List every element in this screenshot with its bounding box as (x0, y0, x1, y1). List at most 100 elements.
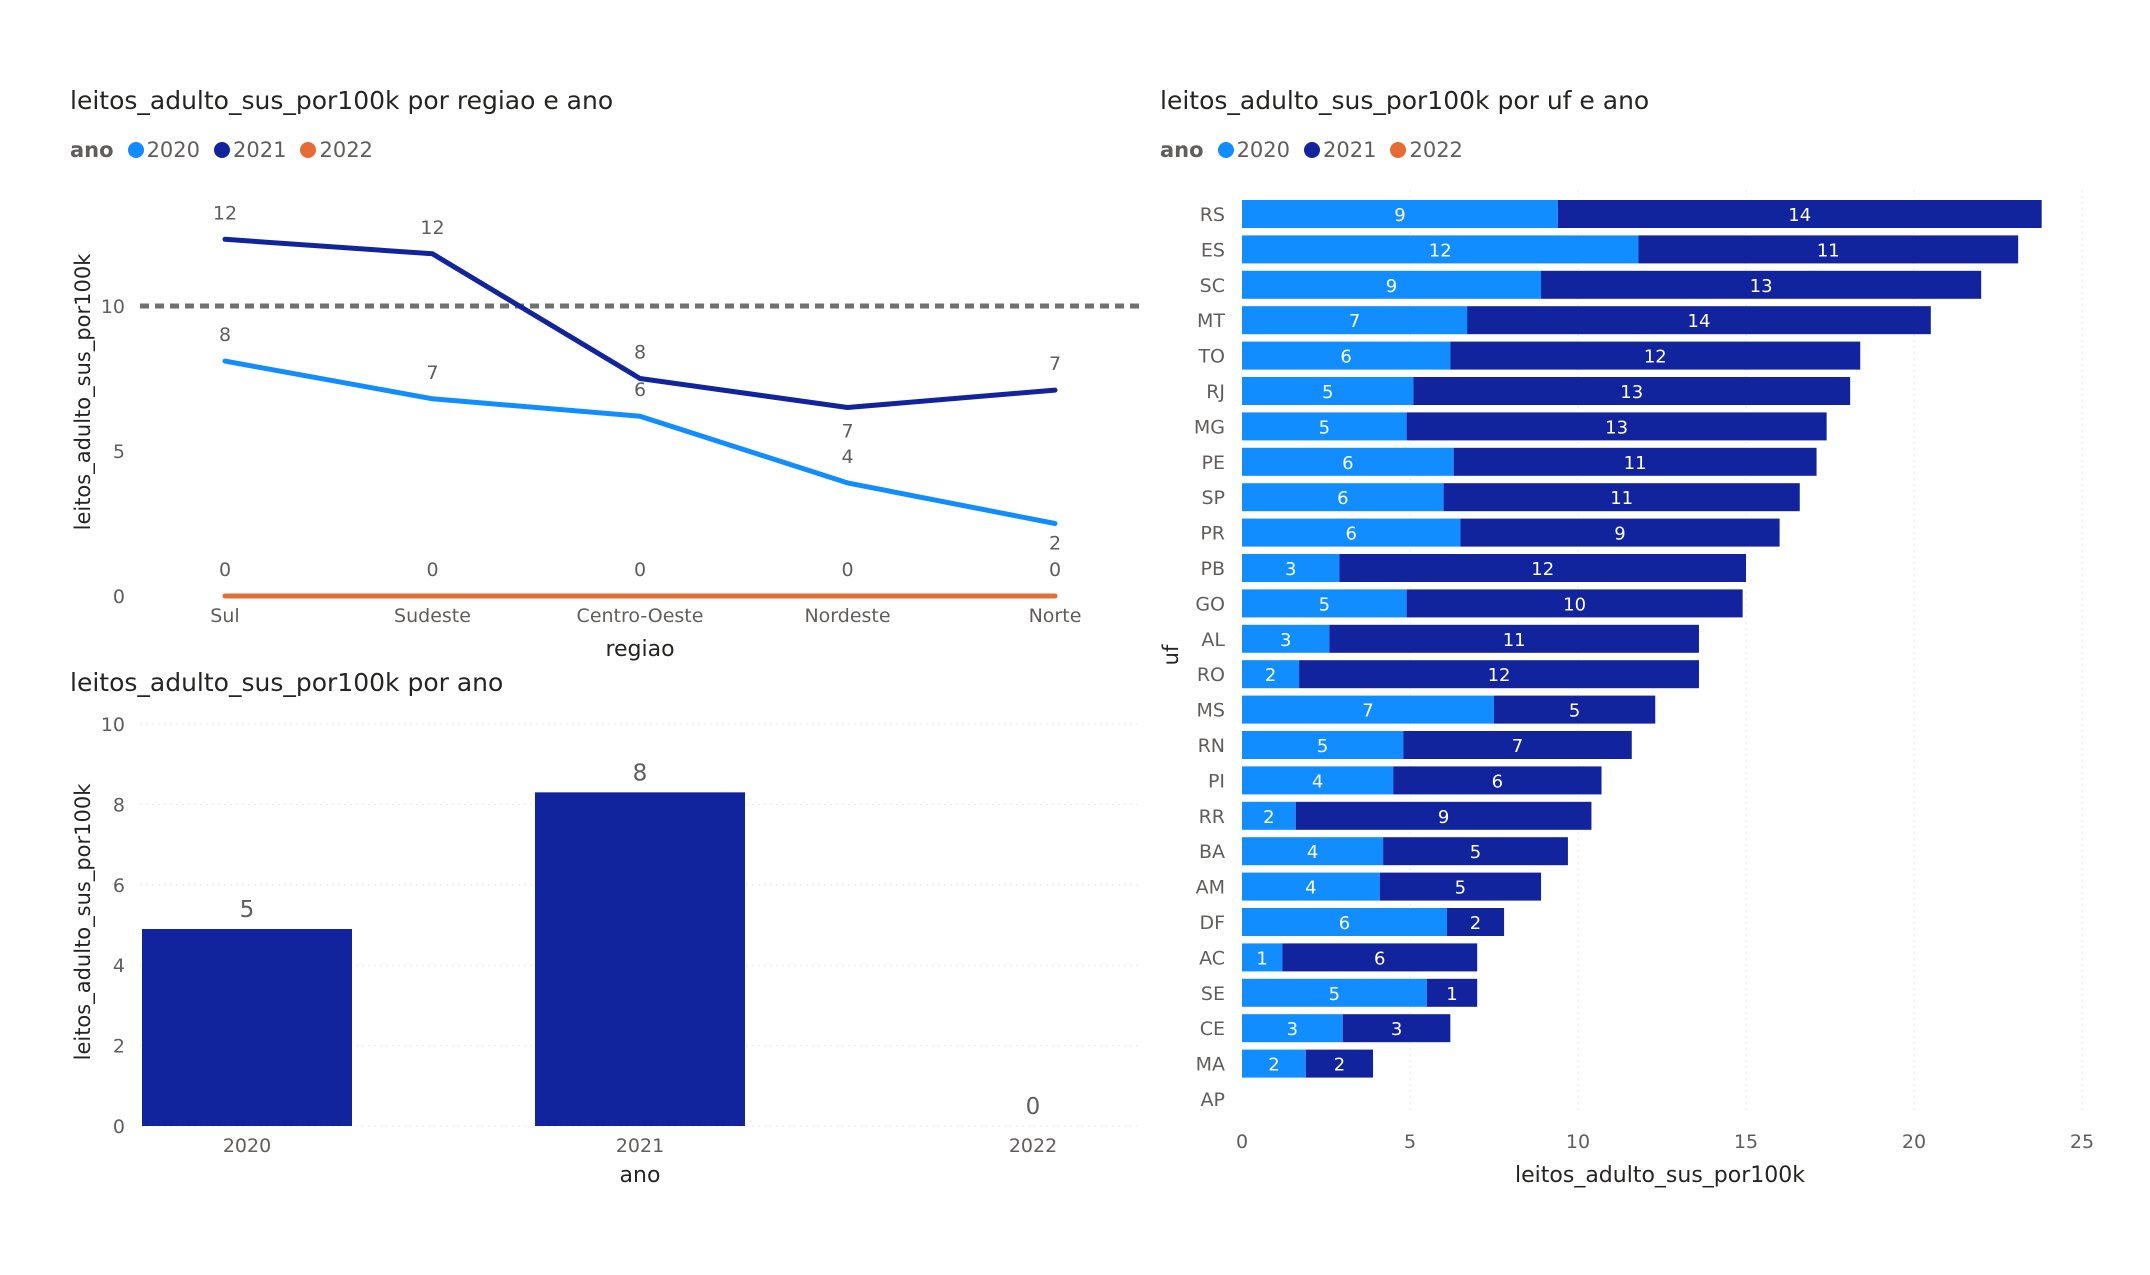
data-label: 4 (1307, 842, 1318, 863)
x-tick-label: 10 (1566, 1131, 1590, 1153)
data-label: 2 (1049, 533, 1061, 555)
data-label: 5 (240, 897, 255, 923)
legend-dot-icon (1217, 142, 1234, 158)
y-tick-label: 0 (113, 586, 125, 608)
bar-segment-2021 (1282, 943, 1478, 972)
data-label: 7 (1049, 353, 1061, 375)
data-label: 9 (1438, 807, 1449, 828)
data-label: 6 (1337, 488, 1348, 509)
bar-segment-2021 (1406, 412, 1827, 441)
data-label: 6 (1340, 347, 1351, 368)
legend-item-2022[interactable]: 2022 (1390, 138, 1463, 162)
x-tick-label: 15 (1734, 1131, 1758, 1153)
data-label: 9 (1394, 205, 1405, 226)
bar-segment-2020 (1242, 235, 1639, 264)
data-label: 10 (1563, 594, 1586, 615)
data-label: 6 (1345, 524, 1356, 545)
column-chart-title: leitos_adulto_sus_por100k por ano (70, 668, 504, 697)
data-label: 5 (1319, 594, 1330, 615)
data-label: 12 (1644, 347, 1667, 368)
y-tick-label: SE (1201, 983, 1225, 1005)
x-tick-label: 5 (1404, 1131, 1416, 1153)
legend-item-2021[interactable]: 2021 (1304, 138, 1376, 162)
data-label: 13 (1620, 382, 1643, 403)
legend-item-2020[interactable]: 2020 (127, 138, 200, 162)
x-tick-label: 0 (1236, 1131, 1248, 1153)
line-chart-ylabel: leitos_adulto_sus_por100k (71, 253, 96, 531)
y-tick-label: GO (1195, 593, 1225, 615)
bar-segment-2020 (1242, 731, 1404, 759)
y-tick-label: ES (1201, 239, 1225, 261)
bar-segment-2020 (1242, 412, 1407, 441)
data-label: 0 (219, 559, 231, 581)
data-label: 4 (1305, 878, 1316, 899)
column-chart-ylabel: leitos_adulto_sus_por100k (71, 783, 96, 1061)
legend-label: 2020 (1236, 138, 1291, 162)
data-label: 14 (1688, 311, 1711, 332)
bar-segment-2020 (1242, 908, 1447, 936)
legend-label: 2021 (1323, 138, 1377, 162)
legend-dot-icon (214, 142, 231, 158)
bar-chart-legend[interactable]: ano 2020 2021 2022 (1160, 138, 1469, 162)
y-tick-label: RN (1198, 735, 1225, 757)
bar-segment-2020 (1242, 200, 1558, 228)
y-tick-label: RJ (1206, 381, 1225, 403)
bar-segment-2021 (1413, 377, 1851, 405)
data-label: 7 (1362, 701, 1373, 722)
line-chart-legend[interactable]: ano 2020 2021 2022 (70, 138, 379, 162)
y-tick-label: RR (1199, 806, 1225, 828)
y-tick-label: PB (1201, 558, 1226, 580)
data-label: 11 (1503, 630, 1526, 651)
data-label: 2 (1263, 807, 1274, 828)
data-label: 2 (1265, 665, 1276, 686)
data-label: 13 (1605, 417, 1628, 438)
legend-label: 2022 (319, 138, 373, 162)
bar-segment-2021 (1453, 447, 1817, 476)
y-tick-label: PI (1208, 770, 1225, 792)
data-label: 7 (841, 421, 853, 443)
data-label: 11 (1610, 488, 1633, 509)
y-tick-label: MT (1197, 310, 1225, 332)
data-label: 2 (1334, 1055, 1345, 1076)
data-label: 8 (219, 324, 231, 346)
legend-item-2020[interactable]: 2020 (1217, 138, 1291, 162)
bar-segment-2021 (1446, 908, 1505, 936)
y-tick-label: 2 (113, 1036, 125, 1058)
bar-segment-2021 (1299, 660, 1699, 689)
bar-segment-2020 (1242, 341, 1451, 370)
bar-segment-2021 (1295, 801, 1592, 830)
legend-item-2021[interactable]: 2021 (214, 138, 286, 162)
data-label: 3 (1391, 1019, 1402, 1040)
data-label: 2 (1470, 913, 1481, 934)
y-tick-label: 8 (113, 794, 125, 816)
bar-segment-2021 (1494, 695, 1656, 724)
data-label: 6 (634, 379, 646, 401)
bar-segment-2021 (1329, 624, 1699, 653)
legend-item-2022[interactable]: 2022 (300, 138, 373, 162)
bar-segment-2021 (1638, 235, 2019, 264)
bar-segment-2020 (1242, 872, 1380, 901)
y-tick-label: AL (1201, 629, 1225, 651)
y-tick-label: PR (1200, 523, 1225, 545)
data-label: 7 (426, 362, 438, 384)
x-tick-label: Norte (1029, 605, 1082, 627)
bar-segment-2020 (1242, 695, 1494, 724)
data-label: 1 (1446, 984, 1457, 1005)
y-tick-label: RS (1200, 204, 1225, 226)
bar-segment-2020 (1242, 801, 1296, 830)
bar-segment-2020 (1242, 447, 1454, 476)
data-label: 4 (1312, 771, 1323, 792)
data-label: 0 (841, 559, 853, 581)
bar-segment-2020 (1242, 306, 1468, 335)
legend-dot-icon (1304, 142, 1321, 158)
bar-segment-2020 (1242, 518, 1461, 547)
column-chart-xlabel: ano (620, 1163, 661, 1188)
data-label: 6 (1492, 771, 1503, 792)
y-tick-label: 10 (101, 296, 125, 318)
legend-dot-icon (300, 142, 317, 158)
y-tick-label: AM (1196, 877, 1225, 899)
y-tick-label: AC (1199, 947, 1225, 969)
data-label: 8 (634, 342, 646, 364)
y-tick-label: CE (1200, 1018, 1225, 1040)
